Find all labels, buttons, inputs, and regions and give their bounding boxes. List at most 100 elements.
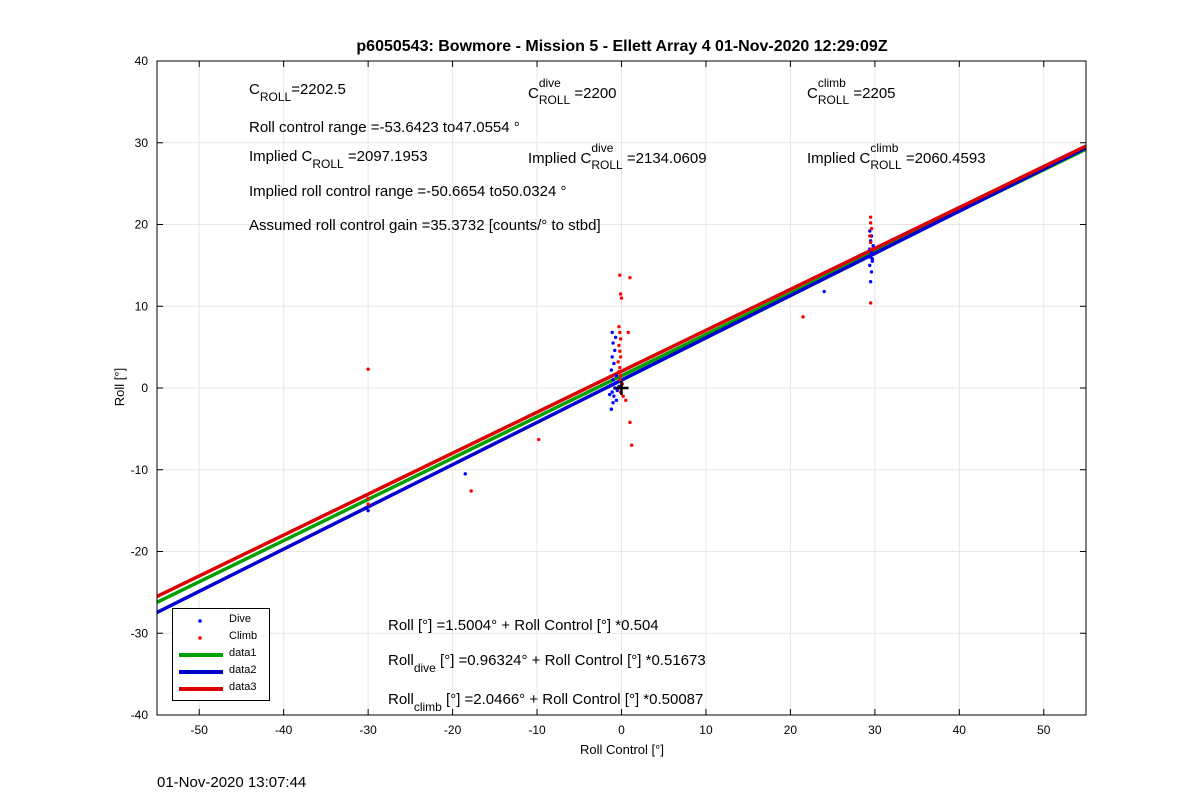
y-tick-label: 20 [135, 218, 149, 232]
dive-point [868, 263, 872, 268]
annotation-equation-dive: Rolldive [°] =0.96324° + Roll Control [°… [388, 652, 706, 675]
data3-line-icon [179, 687, 223, 691]
x-tick-label: 0 [618, 723, 625, 737]
annotation-roll-control-range: Roll control range =-53.6423 to47.0554 ° [249, 119, 520, 136]
dive-point [611, 341, 615, 345]
x-tick-label: -50 [191, 723, 209, 737]
origin-cross-marker [614, 381, 629, 395]
legend-item-climb: Climb [173, 629, 269, 645]
climb-point [624, 398, 628, 402]
climb-point [619, 296, 624, 300]
chart-title: p6050543: Bowmore - Mission 5 - Ellett A… [356, 38, 887, 55]
y-tick-label: 0 [141, 381, 148, 395]
legend-item-data2: data2 [173, 663, 269, 679]
dive-marker-icon [198, 619, 202, 623]
legend-item-data1: data1 [173, 646, 269, 662]
dive-point [610, 330, 614, 335]
dive-point [868, 280, 873, 284]
y-tick-label: -20 [131, 545, 149, 559]
dive-point [613, 348, 617, 353]
legend-item-data3: data3 [173, 680, 269, 696]
climb-point [629, 443, 634, 447]
fit-line-data3 [156, 144, 1087, 599]
legend: Dive Climb data1 data2 data3 [172, 608, 270, 701]
climb-point [366, 367, 370, 371]
climb-point [618, 365, 622, 370]
climb-point [869, 226, 874, 231]
climb-point [618, 355, 623, 359]
y-tick-label: 40 [135, 54, 149, 68]
climb-point [628, 275, 632, 280]
annotation-equation-climb: Rollclimb [°] =2.0466° + Roll Control [°… [388, 691, 704, 714]
dive-point [870, 259, 875, 263]
y-tick-label: 30 [135, 136, 149, 150]
x-tick-label: 20 [784, 723, 798, 737]
dive-point [611, 401, 615, 405]
climb-point [869, 247, 874, 251]
dive-point [463, 472, 467, 476]
climb-point [618, 330, 622, 335]
annotation-croll: CROLL=2202.5 [249, 81, 346, 104]
dive-point [610, 390, 614, 394]
dive-point [871, 244, 875, 248]
climb-point [366, 496, 370, 501]
climb-point [469, 489, 473, 493]
dive-point [613, 335, 618, 340]
climb-point [537, 437, 541, 442]
climb-marker-icon [198, 636, 202, 640]
dive-point [612, 361, 616, 366]
climb-point [618, 349, 622, 353]
dive-point [615, 388, 619, 393]
climb-point [868, 215, 873, 219]
y-tick-label: -40 [131, 708, 149, 722]
dive-point [611, 378, 615, 382]
climb-point [618, 337, 623, 341]
dive-point [613, 381, 618, 385]
data2-line-icon [179, 670, 223, 674]
annotation-equation-all: Roll [°] =1.5004° + Roll Control [°] *0.… [388, 617, 659, 634]
climb-point [617, 369, 621, 374]
annotation-gain: Assumed roll control gain =35.3732 [coun… [249, 217, 601, 234]
x-axis-label: Roll Control [°] [580, 742, 664, 757]
annotation-implied-range: Implied roll control range =-50.6654 to5… [249, 183, 567, 200]
annotation-implied-croll: Implied CROLL =2097.1953 [249, 148, 428, 171]
climb-point [616, 360, 620, 364]
dive-point [608, 383, 613, 388]
dive-point [610, 355, 614, 359]
x-tick-label: -10 [528, 723, 546, 737]
climb-point [868, 234, 872, 238]
dive-point [609, 407, 614, 411]
dive-point [612, 394, 616, 398]
x-tick-label: 50 [1037, 723, 1051, 737]
dive-point [869, 251, 874, 255]
climb-point [868, 221, 873, 225]
y-tick-label: -10 [131, 463, 149, 477]
y-axis-label: Roll [°] [112, 368, 127, 406]
dive-point [607, 392, 612, 397]
climb-point [801, 315, 805, 319]
climb-point [618, 374, 623, 378]
climb-point [618, 273, 622, 277]
climb-point [366, 502, 370, 506]
y-tick-label: -30 [131, 626, 149, 640]
climb-point [628, 420, 632, 425]
fit-line-data2 [156, 146, 1087, 615]
dive-point [609, 368, 614, 372]
axes-frame [156, 60, 1087, 716]
x-tick-label: 10 [699, 723, 713, 737]
x-tick-label: -30 [359, 723, 377, 737]
dive-point [366, 508, 370, 513]
climb-point [621, 394, 625, 398]
climb-point [618, 292, 623, 296]
climb-point [868, 301, 873, 305]
legend-item-dive: Dive [173, 612, 269, 628]
x-tick-label: -40 [275, 723, 293, 737]
scatter-points [366, 215, 875, 513]
climb-point [617, 343, 621, 348]
dive-point [869, 270, 874, 274]
climb-point [868, 240, 873, 245]
